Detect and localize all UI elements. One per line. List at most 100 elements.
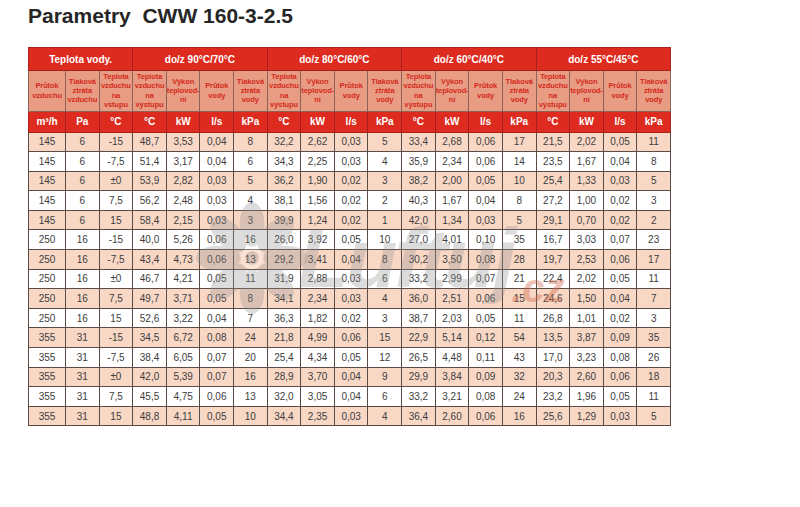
data-cell: 3,41 [301,250,335,270]
data-cell: 3,70 [301,367,335,387]
data-cell: 7,5 [99,387,133,407]
data-cell: 21 [502,269,536,289]
data-cell: 35 [637,328,671,348]
data-cell: 0,02 [334,308,368,328]
data-cell: 0,08 [200,328,234,348]
unit-cell: kW [435,111,469,132]
data-cell: 6,05 [166,348,200,368]
unit-cell: Pa [66,111,100,132]
data-cell: 2,68 [435,132,469,152]
data-cell: 2,02 [570,269,604,289]
data-cell: 12 [368,348,402,368]
data-cell: 0,06 [334,328,368,348]
data-cell: 6 [66,191,100,211]
data-cell: 21,8 [267,328,301,348]
data-cell: 5,14 [435,328,469,348]
data-cell: 145 [29,210,66,230]
data-cell: 0,11 [469,348,503,368]
data-cell: 145 [29,152,66,172]
data-cell: 26,8 [536,308,570,328]
data-cell: 4 [368,406,402,426]
data-cell: 0,06 [603,367,637,387]
data-cell: 23 [637,230,671,250]
data-cell: 3,92 [301,230,335,250]
data-cell: 145 [29,191,66,211]
data-cell: 31 [66,387,100,407]
data-cell: 0,05 [603,269,637,289]
data-cell: 38,2 [402,171,436,191]
data-cell: 0,02 [603,191,637,211]
data-cell: 0,70 [570,210,604,230]
data-cell: 1,29 [570,406,604,426]
data-cell: 2,51 [435,289,469,309]
data-cell: 10 [502,171,536,191]
unit-cell: l/s [469,111,503,132]
data-cell: 0,07 [200,367,234,387]
group-header-cell: Teplota vody. [29,48,133,71]
data-cell: 22,4 [536,269,570,289]
unit-cell: kPa [234,111,268,132]
data-cell: 2,82 [166,171,200,191]
unit-cell: °C [99,111,133,132]
data-cell: 15 [368,328,402,348]
data-cell: 11 [637,387,671,407]
data-cell: 0,04 [334,387,368,407]
data-cell: 31 [66,367,100,387]
data-cell: 24 [502,387,536,407]
data-cell: 16 [66,250,100,270]
data-cell: 3 [368,308,402,328]
data-cell: 5 [637,406,671,426]
data-cell: 4 [368,289,402,309]
data-cell: 0,05 [469,171,503,191]
data-cell: 16 [66,269,100,289]
table-row: 35531-7,538,46,050,072025,44,340,051226,… [29,348,671,368]
data-cell: 28,9 [267,367,301,387]
subheader-cell: Výkon teplovod-ní [301,71,335,112]
data-cell: 16 [502,406,536,426]
data-cell: 27,2 [536,191,570,211]
data-cell: 45,5 [133,387,167,407]
unit-cell: kPa [368,111,402,132]
parameters-table: Teplota vody.do/z 90°C/70°Cdo/z 80°C/60°… [28,47,671,426]
page: Parametry CWW 160-3-2.5 Teplota vody.do/… [0,0,800,507]
subheader-cell: Tlaková ztráta vody [637,71,671,112]
data-cell: 0,06 [469,406,503,426]
data-cell: 3,87 [570,328,604,348]
data-cell: 32,0 [267,387,301,407]
data-cell: 1,01 [570,308,604,328]
data-cell: 1 [368,210,402,230]
unit-cell: °C [133,111,167,132]
table-head: Teplota vody.do/z 90°C/70°Cdo/z 80°C/60°… [29,48,671,133]
data-cell: 0,07 [603,230,637,250]
table-row: 35531±042,05,390,071628,93,700,04929,93,… [29,367,671,387]
data-cell: 0,03 [603,171,637,191]
data-cell: 4,01 [435,230,469,250]
data-cell: 33,4 [402,132,436,152]
unit-cell: m³/h [29,111,66,132]
data-cell: 0,06 [200,387,234,407]
table-row: 25016-7,543,44,730,061329,23,410,04830,2… [29,250,671,270]
data-cell: 25,6 [536,406,570,426]
data-cell: 0,03 [334,132,368,152]
data-cell: 23,5 [536,152,570,172]
unit-cell: °C [536,111,570,132]
table-row: 25016±046,74,210,051131,92,880,03633,22,… [29,269,671,289]
data-cell: 30,2 [402,250,436,270]
data-cell: 5 [502,210,536,230]
data-cell: 5 [234,171,268,191]
data-cell: 2 [637,210,671,230]
data-cell: 8 [368,250,402,270]
data-cell: 0,02 [603,308,637,328]
data-cell: -7,5 [99,250,133,270]
unit-cell: l/s [334,111,368,132]
data-cell: 2,60 [435,406,469,426]
data-cell: 0,05 [334,348,368,368]
unit-cell: kW [166,111,200,132]
data-cell: 0,04 [200,308,234,328]
subheader-cell: Průtok vody [469,71,503,112]
data-cell: 9 [368,367,402,387]
data-cell: 0,09 [603,328,637,348]
data-cell: 3,50 [435,250,469,270]
data-cell: 2,99 [435,269,469,289]
data-cell: 31 [66,348,100,368]
